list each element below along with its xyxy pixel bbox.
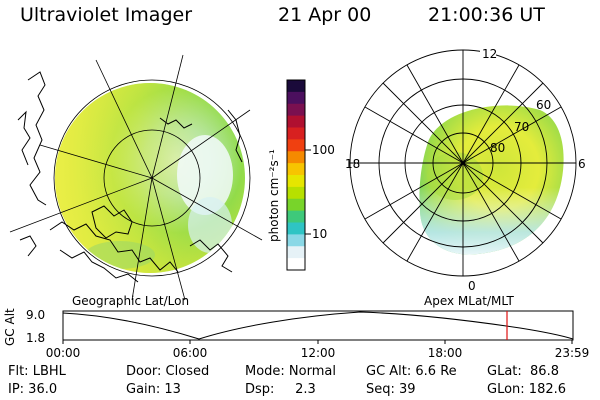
timeline-xtick: 12:00 (301, 346, 336, 360)
mlat-label-80: 80 (490, 141, 505, 155)
colorbar-band (287, 80, 305, 93)
colorbar-label-100: 100 (312, 143, 335, 157)
colorbar-band (287, 258, 305, 271)
colorbar-band (287, 139, 305, 152)
mlt-label-6: 6 (578, 157, 586, 171)
colorbar-band (287, 186, 305, 200)
colorbar-band (287, 222, 305, 235)
colorbar-band (287, 127, 305, 140)
mlat-label-60: 60 (536, 98, 551, 112)
info-filter: Flt: LBHL (8, 364, 66, 379)
image-date: 21 Apr 00 (278, 4, 372, 26)
colorbar-unit-label: photon cm⁻²s⁻¹ (267, 149, 281, 242)
intensity-colorbar: 100 10 photon cm⁻²s⁻¹ (267, 79, 335, 271)
colorbar-band (287, 163, 305, 176)
timeline-ylabel: GC Alt (3, 308, 17, 346)
mlt-label-12: 12 (482, 47, 497, 61)
info-gain: Gain: 13 (126, 382, 181, 397)
mlat-label-70: 70 (514, 120, 529, 134)
auroral-oval-image (419, 105, 564, 255)
colorbar-band (287, 103, 305, 117)
geographic-map-panel (9, 54, 263, 301)
colorbar-label-10: 10 (312, 227, 327, 241)
colorbar-band (287, 91, 305, 105)
info-glat: GLat: 86.8 (487, 364, 559, 379)
info-dsp: Dsp: 2.3 (245, 382, 316, 397)
info-gc-alt: GC Alt: 6.6 Re (366, 364, 457, 379)
info-door: Door: Closed (126, 364, 210, 379)
image-time: 21:00:36 UT (428, 4, 545, 26)
info-seq: Seq: 39 (366, 382, 416, 397)
info-glon: GLon: 182.6 (487, 382, 567, 397)
colorbar-gradient (287, 80, 305, 271)
colorbar-band (287, 210, 305, 224)
polar-mlt-panel: 12 18 6 0 60 70 80 (345, 47, 586, 293)
info-mode: Mode: Normal (245, 364, 336, 379)
polar-grid (349, 49, 577, 277)
colorbar-band (287, 198, 305, 212)
coastline-map (17, 71, 243, 283)
colorbar-band (287, 246, 305, 259)
mlt-label-0: 0 (468, 279, 476, 293)
orbit-altitude-timeline: GC Alt 9.0 1.8 00:00 06:00 12:00 18:00 2… (3, 308, 589, 360)
altitude-curve (62, 311, 574, 340)
timeline-xtick: 00:00 (46, 346, 81, 360)
mlt-label-18: 18 (345, 157, 360, 171)
geo-emission-image (55, 83, 245, 273)
colorbar-band (287, 175, 305, 188)
colorbar-band (287, 115, 305, 129)
polar-panel-label: Apex MLat/MLT (424, 294, 514, 308)
timeline-xtick: 06:00 (173, 346, 208, 360)
timeline-xtick: 18:00 (428, 346, 463, 360)
timeline-ytick-bottom: 1.8 (26, 331, 45, 345)
geo-latlon-grid (9, 54, 263, 301)
colorbar-frame (286, 79, 306, 271)
geo-panel-label: Geographic Lat/Lon (72, 294, 189, 308)
colorbar-band (287, 234, 305, 247)
timeline-ytick-top: 9.0 (26, 308, 45, 322)
timeline-xtick: 23:59 (555, 346, 590, 360)
colorbar-band (287, 151, 305, 164)
app-title: Ultraviolet Imager (20, 4, 193, 26)
info-ip: IP: 36.0 (8, 382, 58, 397)
